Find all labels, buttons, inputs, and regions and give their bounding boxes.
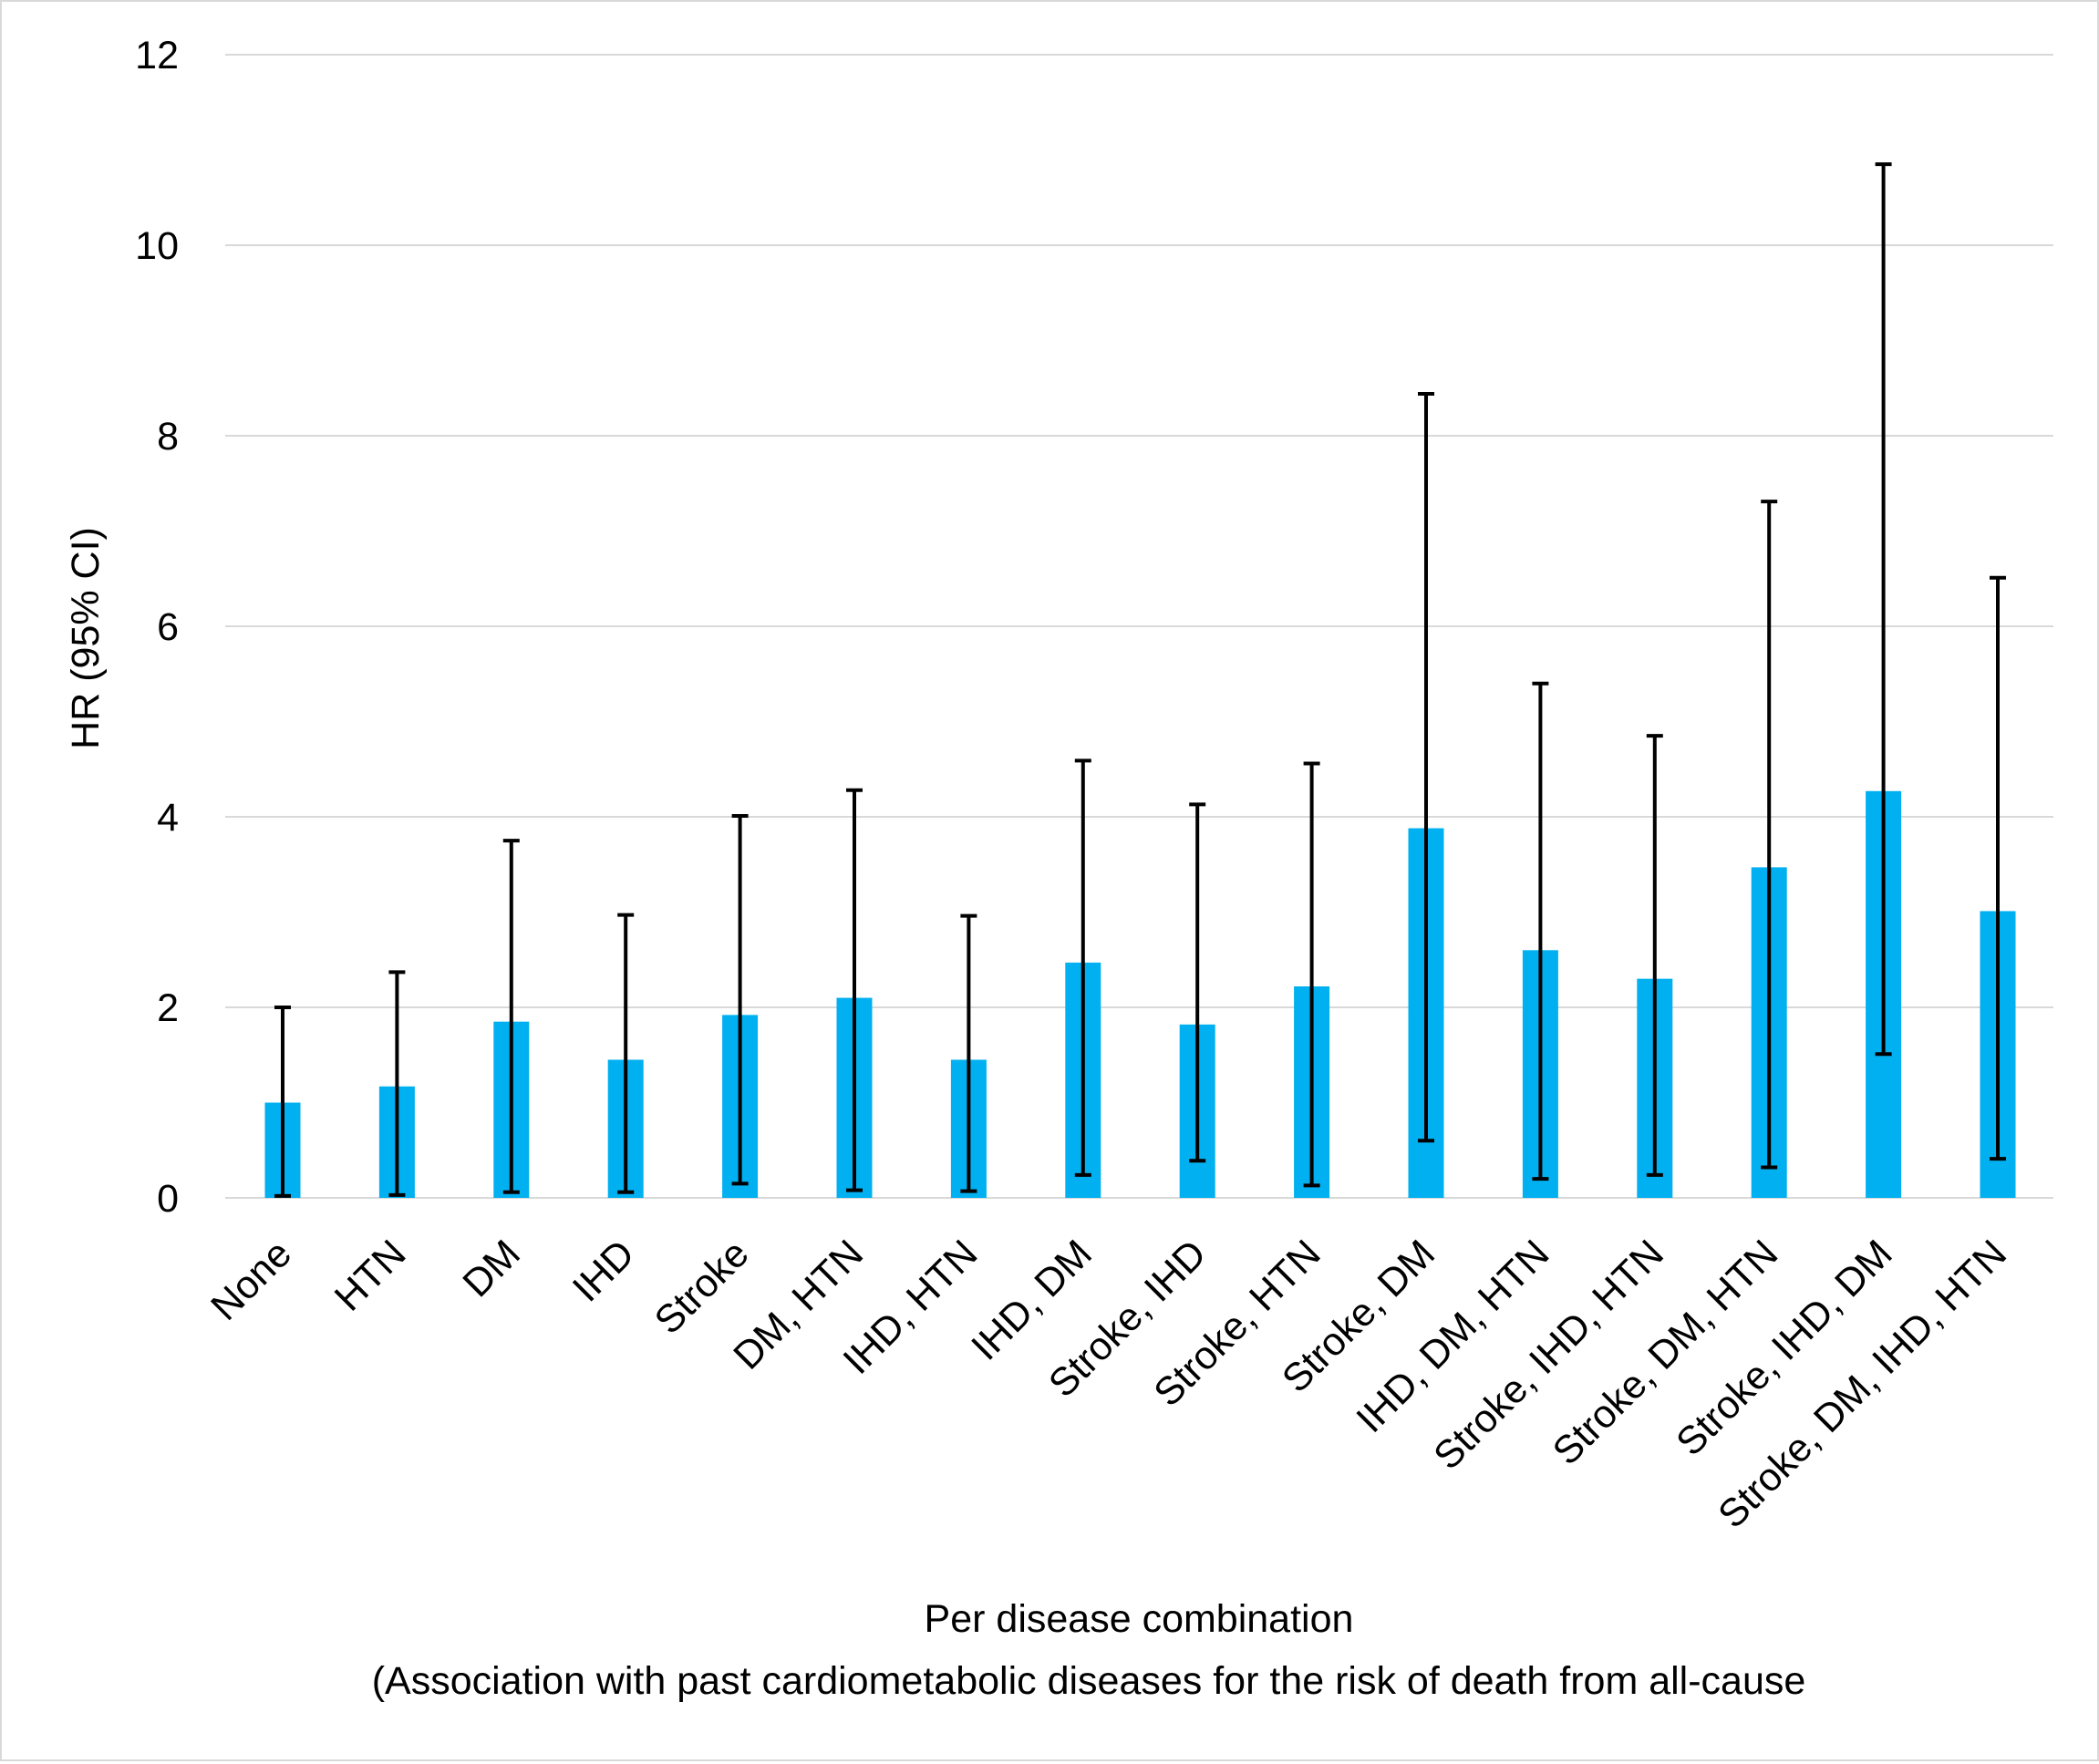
x-axis-label-line-2: (Association with past cardiometabolic d… [372,1659,1806,1703]
x-tick-label: IHD, DM, HTN [1349,1232,1558,1441]
y-tick-label: 12 [135,34,179,77]
y-tick-label: 4 [157,796,179,840]
x-tick-label: Stroke [646,1232,758,1343]
x-tick-label: None [202,1232,300,1329]
gridlines [225,54,2053,1199]
y-tick-label: 0 [157,1177,179,1221]
x-tick-label: DM [455,1232,529,1305]
error-bars [274,162,2006,1198]
x-axis-label-line-1: Per disease combination [925,1597,1354,1641]
y-tick-label: 10 [135,224,179,268]
x-tick-label: HTN [326,1232,414,1319]
y-tick-label: 2 [157,986,179,1030]
x-tick-label: IHD [564,1232,643,1310]
y-axis-ticks: 0 2 4 6 8 10 12 [135,34,179,1221]
x-tick-label: Stroke, IHD, DM [1668,1232,1900,1464]
bars [264,790,2016,1198]
y-tick-label: 8 [157,415,179,459]
y-axis-label: HR (95% CI) [64,527,108,749]
y-tick-label: 6 [157,605,179,649]
